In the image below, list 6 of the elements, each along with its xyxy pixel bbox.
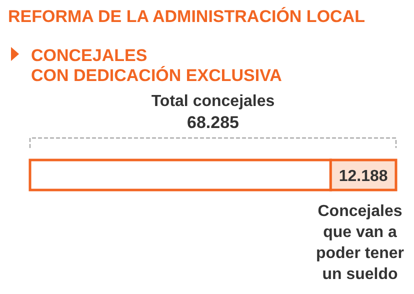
text: Concejales que van a poder tener un sueldo — [316, 203, 404, 283]
data-label: 12.188 — [338, 168, 388, 185]
chart-title: REFORMA DE LA ADMINISTRACIÓN LOCAL — [8, 6, 365, 26]
text: Total concejales — [151, 93, 275, 110]
chart-subtitle: CONCEJALES CON DEDICACIÓN EXCLUSIVA — [31, 46, 282, 85]
total-label: 68.285 — [187, 113, 239, 132]
